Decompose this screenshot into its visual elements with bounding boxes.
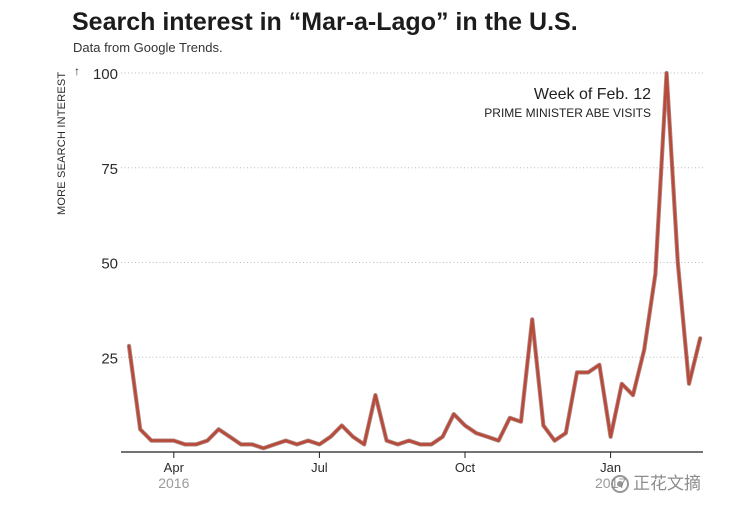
annotation-week-label: Week of Feb. 12	[534, 86, 651, 103]
x-tick-label-oct: Oct	[455, 460, 476, 475]
series-layer	[126, 70, 703, 451]
y-axis-arrow: ↑	[74, 64, 80, 78]
year-label-2016: 2016	[158, 475, 189, 491]
y-tick-label-75: 75	[101, 161, 118, 178]
series-line	[127, 71, 702, 450]
x-tick-label-jul: Jul	[311, 460, 328, 475]
grid-layer	[121, 72, 703, 358]
label-layer: 25 50 75 100 Apr Jul Oct Jan 2016 2017 Week of Feb…	[93, 66, 651, 491]
annotation-event-label: PRIME MINISTER ABE VISITS	[484, 106, 651, 120]
axis-layer	[121, 451, 703, 458]
chart-title: Search interest in “Mar-a-Lago” in the U…	[72, 8, 578, 36]
x-tick-label-jan: Jan	[600, 460, 621, 475]
x-tick-label-apr: Apr	[164, 460, 185, 475]
series-line-shadow	[126, 70, 703, 451]
chart-subtitle: Data from Google Trends.	[73, 40, 223, 55]
y-tick-label-50: 50	[101, 256, 118, 273]
y-tick-label-25: 25	[101, 350, 118, 367]
year-label-2017: 2017	[595, 475, 626, 491]
y-tick-label-100: 100	[93, 66, 118, 83]
